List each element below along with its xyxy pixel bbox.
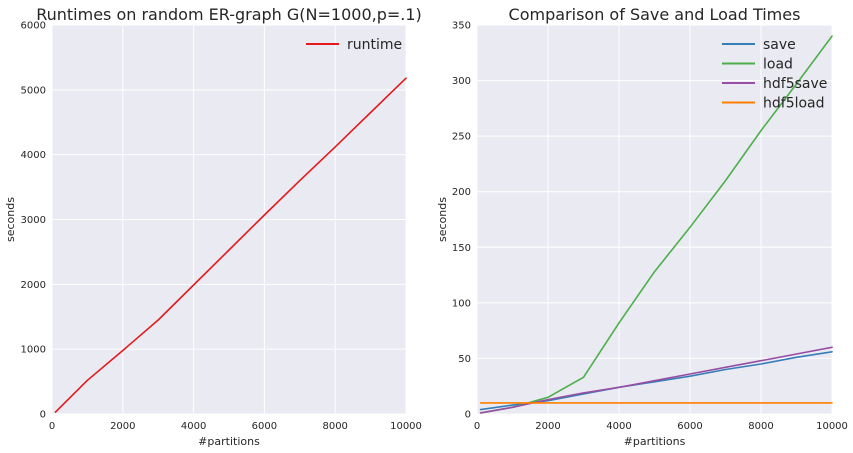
series-line-runtime [54, 77, 407, 413]
runtime-chart: 0 2000 4000 6000 8000 10000 0 1000 2000 3000 4000 5… [4, 5, 422, 448]
save-load-chart-title: Comparison of Save and Load Times [509, 5, 801, 24]
legend-label-hdf5load: hdf5load [763, 96, 825, 112]
save-load-x-tick-label: 8000 [748, 421, 773, 432]
save-load-x-tick-label: 2000 [535, 421, 560, 432]
runtime-x-axis-label: #partitions [198, 435, 260, 448]
save-load-x-tick-label: 10000 [816, 421, 848, 432]
save-load-y-tick-label: 300 [452, 76, 471, 87]
save-load-x-tick-label: 4000 [606, 421, 631, 432]
save-load-y-tick-label: 200 [452, 187, 471, 198]
series-line-load [479, 35, 833, 414]
legend-label-runtime: runtime [347, 37, 402, 53]
save-load-x-tick-label: 6000 [677, 421, 702, 432]
save-load-y-tick-label: 100 [452, 298, 471, 309]
save-load-y-tick-label: 350 [452, 21, 471, 32]
save-load-y-tick-label: 250 [452, 132, 471, 143]
runtime-y-axis-label: seconds [4, 197, 17, 242]
save-load-x-axis-label: #partitions [624, 435, 686, 448]
runtime-y-tick-label: 1000 [21, 345, 46, 356]
legend-label-save: save [763, 37, 796, 53]
save-load-lines [479, 35, 833, 414]
runtime-x-tick-label: 8000 [322, 421, 347, 432]
legend-label-hdf5save: hdf5save [763, 76, 827, 92]
runtime-grid [51, 24, 407, 415]
runtime-y-tick-label: 4000 [21, 150, 46, 161]
legend-label-load: load [763, 57, 793, 73]
save-load-plot-area [477, 25, 832, 414]
runtime-y-tick-label: 3000 [21, 215, 46, 226]
runtime-x-tick-label: 0 [49, 421, 55, 432]
runtime-y-tick-label: 0 [40, 410, 46, 421]
save-load-y-tick-label: 150 [452, 243, 471, 254]
runtime-lines [54, 77, 407, 413]
runtime-y-tick-label: 6000 [21, 21, 46, 32]
runtime-y-tick-label: 5000 [21, 85, 46, 96]
save-load-chart: 0 2000 4000 6000 8000 10000 0 50 100 150 200 250 300… [436, 5, 848, 448]
runtime-y-tick-label: 2000 [21, 280, 46, 291]
runtime-chart-title: Runtimes on random ER-graph G(N=1000,p=.… [36, 5, 422, 24]
runtime-x-tick-label: 4000 [181, 421, 206, 432]
save-load-legend: save load hdf5save hdf5load [722, 37, 827, 112]
runtime-x-tick-label: 6000 [252, 421, 277, 432]
runtime-legend: runtime [306, 37, 402, 53]
runtime-x-tick-label: 10000 [390, 421, 422, 432]
save-load-x-tick-label: 0 [474, 421, 480, 432]
save-load-grid [476, 24, 833, 415]
save-load-y-tick-label: 50 [458, 354, 471, 365]
save-load-tick-labels: 0 2000 4000 6000 8000 10000 0 50 100 150 200 250 300… [452, 21, 848, 433]
runtime-x-tick-label: 2000 [110, 421, 135, 432]
runtime-tick-labels: 0 2000 4000 6000 8000 10000 0 1000 2000 3000 4000 5… [21, 21, 422, 433]
save-load-y-tick-label: 0 [465, 410, 471, 421]
save-load-y-axis-label: seconds [436, 197, 449, 242]
